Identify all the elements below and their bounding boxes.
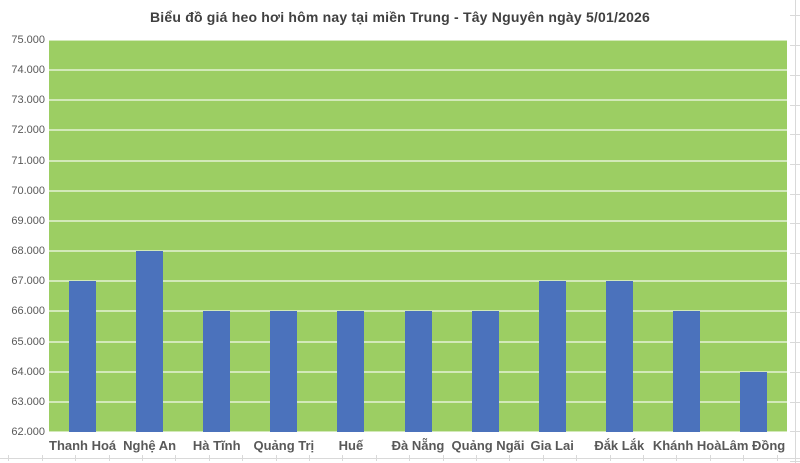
gridline [49, 250, 787, 253]
y-axis-tick-label: 68.000 [11, 245, 45, 258]
right-ruler-tick [790, 134, 800, 136]
chart-title: Biểu đồ giá heo hơi hôm nay tại miền Tru… [149, 9, 651, 25]
right-ruler-tick [790, 371, 800, 373]
bottom-ruler-tick [108, 455, 110, 461]
bar-khánh-hoà [672, 311, 700, 432]
bar-hà-tĩnh [203, 311, 231, 432]
bottom-ruler-tick [41, 455, 43, 461]
x-axis-category-label: Huế [338, 438, 364, 453]
bottom-ruler-tick [141, 455, 143, 461]
right-ruler-tick [790, 45, 800, 47]
bar-quảng-ngãi [471, 311, 499, 432]
bottom-ruler-tick [8, 455, 10, 461]
bottom-ruler-tick [242, 455, 244, 461]
bar-nghệ-an [136, 251, 164, 432]
y-axis-tick-label: 71.000 [11, 154, 45, 167]
x-axis-category-label: Quảng Ngãi [451, 438, 525, 453]
bottom-ruler-tick [208, 455, 210, 461]
gridline [49, 129, 787, 132]
bar-gia-lai [538, 281, 566, 432]
bar-huế [337, 311, 365, 432]
x-axis-category-label: Hà Tĩnh [192, 438, 241, 453]
x-axis-category-label: Khánh Hoà [652, 438, 722, 453]
right-ruler-tick [790, 312, 800, 314]
bar-quảng-trị [270, 311, 298, 432]
right-ruler-tick [790, 282, 800, 284]
bottom-ruler-tick [375, 455, 377, 461]
bar-lâm-đồng [739, 371, 767, 432]
bottom-edge-ruler-line [0, 458, 800, 459]
y-axis-tick-label: 67.000 [11, 275, 45, 288]
gridline [49, 39, 787, 41]
bottom-ruler-tick [75, 455, 77, 461]
bottom-ruler-tick [576, 455, 578, 461]
bar-đà-nẵng [404, 311, 432, 432]
y-axis-tick-label: 73.000 [11, 94, 45, 107]
gridline [49, 159, 787, 162]
bottom-ruler-tick [542, 455, 544, 461]
bottom-ruler-tick [442, 455, 444, 461]
bottom-ruler-tick [709, 455, 711, 461]
right-ruler-tick [790, 401, 800, 403]
bottom-ruler-tick [175, 455, 177, 461]
bottom-ruler-tick [275, 455, 277, 461]
x-axis-category-label: Đà Nẵng [391, 438, 445, 453]
x-axis-category-label: Thanh Hoá [49, 438, 117, 453]
gridline [49, 431, 787, 433]
gridline [49, 99, 787, 102]
right-ruler-tick [790, 74, 800, 76]
y-axis-tick-label: 70.000 [11, 184, 45, 197]
bottom-ruler-tick [308, 455, 310, 461]
right-ruler-tick [790, 193, 800, 195]
right-ruler-tick [790, 163, 800, 165]
bottom-ruler-tick [509, 455, 511, 461]
bottom-ruler-tick [609, 455, 611, 461]
bar-thanh-hoá [69, 281, 97, 432]
right-ruler-tick [790, 431, 800, 433]
y-axis-tick-label: 62.000 [11, 426, 45, 438]
bottom-ruler-tick [409, 455, 411, 461]
y-axis-tick-label: 63.000 [11, 395, 45, 408]
bottom-ruler-tick [342, 455, 344, 461]
gridline [49, 280, 787, 283]
bottom-ruler-tick [776, 455, 778, 461]
right-ruler-tick [790, 104, 800, 106]
y-axis-tick-label: 69.000 [11, 214, 45, 227]
y-axis-tick-label: 65.000 [11, 335, 45, 348]
right-ruler-tick [790, 460, 800, 462]
x-axis-category-label: Gia Lai [530, 438, 574, 453]
bottom-ruler-tick [676, 455, 678, 461]
x-axis-category-label: Quảng Trị [253, 438, 315, 453]
right-ruler-tick [790, 342, 800, 344]
gridline [49, 189, 787, 192]
right-ruler-tick [790, 223, 800, 225]
gridline [49, 69, 787, 72]
right-edge-ruler-line [795, 0, 796, 463]
bottom-ruler-tick [642, 455, 644, 461]
x-axis-category-label: Lâm Đồng [721, 438, 786, 453]
right-ruler-tick [790, 15, 800, 17]
gridline [49, 310, 787, 313]
right-ruler-tick [790, 253, 800, 254]
y-axis-tick-label: 66.000 [11, 305, 45, 318]
y-axis-tick-label: 74.000 [11, 64, 45, 77]
bar-đắk-lắk [605, 281, 633, 432]
plot-area [49, 39, 787, 433]
y-axis-tick-label: 72.000 [11, 124, 45, 137]
y-axis-tick-label: 75.000 [11, 34, 45, 46]
x-axis-category-label: Nghệ An [123, 438, 177, 453]
gridline [49, 219, 787, 222]
y-axis-tick-label: 64.000 [11, 365, 45, 378]
bottom-ruler-tick [743, 455, 745, 461]
bottom-ruler-tick [475, 455, 477, 461]
x-axis-category-label: Đắk Lắk [594, 438, 645, 453]
